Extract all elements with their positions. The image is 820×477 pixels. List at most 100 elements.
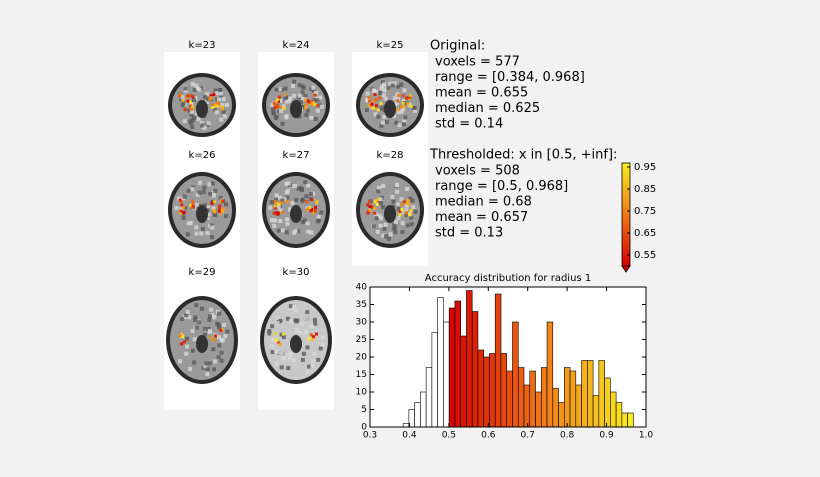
brain-texture xyxy=(270,338,275,343)
brain-texture xyxy=(303,180,308,185)
brain-texture xyxy=(378,200,383,205)
brain-slice xyxy=(262,73,330,137)
activation xyxy=(188,100,192,104)
y-tick-label: 40 xyxy=(356,283,368,293)
activation xyxy=(219,328,223,332)
bar xyxy=(598,360,605,428)
activation xyxy=(307,337,311,341)
brain-texture xyxy=(286,316,291,321)
brain-texture xyxy=(210,225,215,230)
bar xyxy=(523,384,531,428)
brain-texture xyxy=(218,91,223,96)
brain-texture xyxy=(217,311,222,316)
activation xyxy=(277,99,281,103)
activation xyxy=(221,207,225,211)
brain-texture xyxy=(279,351,284,356)
brain-texture xyxy=(390,83,395,88)
brain-texture xyxy=(217,343,222,348)
activation xyxy=(308,205,312,209)
brain-texture xyxy=(312,351,317,356)
brain-texture xyxy=(178,359,183,364)
activation xyxy=(209,96,213,100)
brain-texture xyxy=(388,81,393,86)
brain-texture xyxy=(288,304,293,309)
activation xyxy=(309,100,313,104)
activation xyxy=(214,334,218,338)
activation xyxy=(368,99,372,103)
chart-title: Accuracy distribution for radius 1 xyxy=(425,273,591,284)
panel-label: k=29 xyxy=(189,267,216,278)
brain-texture xyxy=(303,330,308,335)
y-tick-label: 20 xyxy=(356,353,368,363)
brain-texture xyxy=(214,91,219,96)
activation xyxy=(179,209,183,213)
x-tick-label: 0.8 xyxy=(560,431,575,441)
brain-texture xyxy=(392,222,397,227)
brain-texture xyxy=(206,97,211,102)
bar xyxy=(414,402,421,428)
brain-texture xyxy=(301,105,306,110)
activation xyxy=(405,102,409,106)
brain-ventricle xyxy=(384,100,396,118)
brain-texture xyxy=(193,315,198,320)
brain-texture xyxy=(267,331,272,336)
brain-texture xyxy=(267,328,272,333)
brain-texture xyxy=(188,221,193,226)
brain-texture xyxy=(276,228,281,233)
brain-texture xyxy=(185,310,190,315)
activation xyxy=(281,332,285,336)
activation xyxy=(191,95,195,99)
brain-texture xyxy=(203,364,208,369)
brain-texture xyxy=(192,360,197,365)
colorbar-extend xyxy=(621,265,631,273)
stats-line: median = 0.625 xyxy=(435,101,540,116)
stats-line: voxels = 508 xyxy=(435,164,520,179)
x-tick-label: 0.7 xyxy=(521,431,535,441)
brain-texture xyxy=(409,222,414,227)
brain-texture xyxy=(211,193,216,198)
brain-texture xyxy=(278,98,283,103)
brain-texture xyxy=(303,94,308,99)
brain-texture xyxy=(304,315,309,320)
activation xyxy=(408,93,412,97)
x-tick-label: 0.3 xyxy=(363,431,377,441)
brain-texture xyxy=(399,109,404,114)
brain-texture xyxy=(286,366,291,371)
brain-texture xyxy=(211,206,216,211)
activation xyxy=(217,207,221,211)
brain-texture xyxy=(379,106,384,111)
activation xyxy=(190,105,194,109)
brain-texture xyxy=(202,332,207,337)
brain-texture xyxy=(220,103,225,108)
brain-texture xyxy=(396,202,401,207)
activation xyxy=(278,343,282,347)
activation xyxy=(221,199,225,203)
brain-texture xyxy=(377,213,382,218)
brain-texture xyxy=(391,199,396,204)
activation xyxy=(373,200,377,204)
brain-texture xyxy=(388,232,393,237)
brain-texture xyxy=(274,193,279,198)
activation xyxy=(212,93,216,97)
activation xyxy=(274,100,278,104)
brain-texture xyxy=(206,121,211,126)
brain-texture xyxy=(213,188,218,193)
activation xyxy=(404,211,408,215)
brain-texture xyxy=(291,357,296,362)
bar xyxy=(471,311,479,428)
brain-texture xyxy=(277,87,282,92)
brain-texture xyxy=(298,330,303,335)
brain-texture xyxy=(311,88,316,93)
brain-ventricle xyxy=(196,205,208,223)
brain-texture xyxy=(213,88,218,93)
activation xyxy=(280,201,284,205)
brain-texture xyxy=(297,93,302,98)
panel-label: k=25 xyxy=(377,40,404,51)
activation xyxy=(315,104,319,108)
brain-texture xyxy=(269,344,274,349)
brain-texture xyxy=(405,186,410,191)
bar xyxy=(540,367,548,428)
brain-texture xyxy=(376,189,381,194)
activation xyxy=(400,208,404,212)
brain-texture xyxy=(205,205,210,210)
